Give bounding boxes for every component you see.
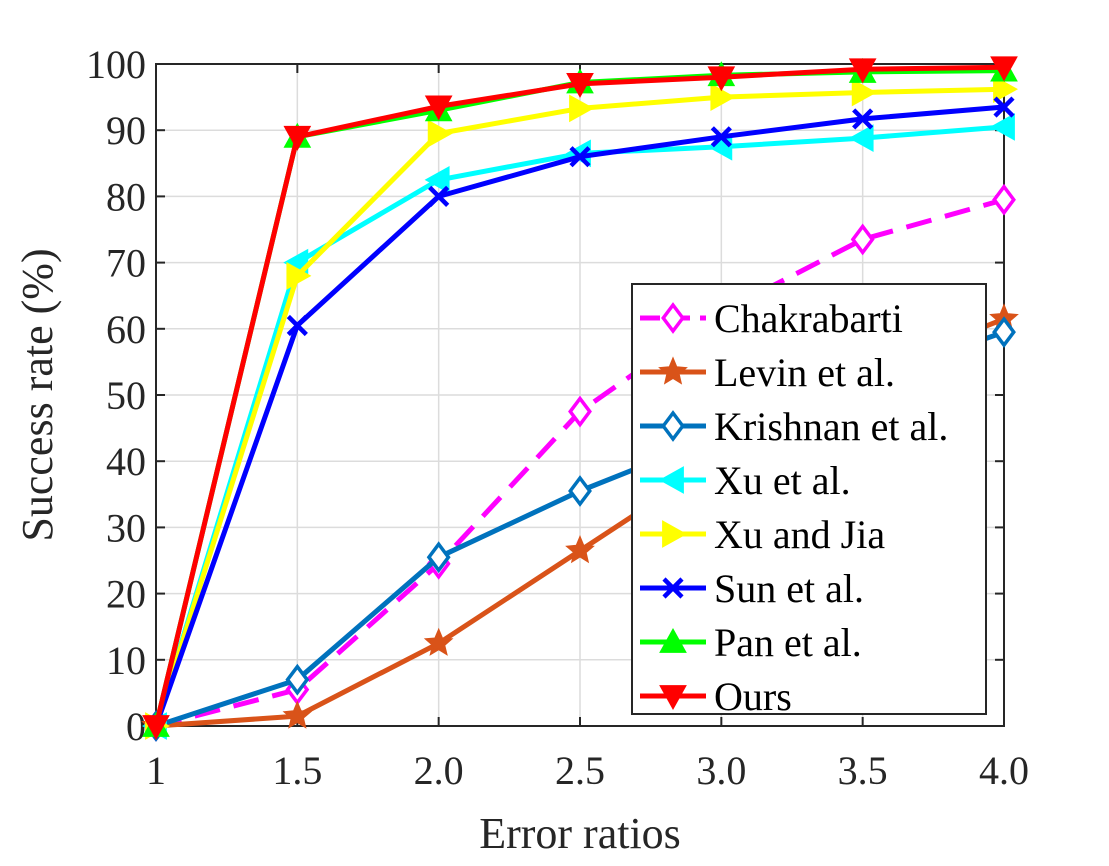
- data-point: [710, 83, 736, 111]
- x-axis-label: Error ratios: [479, 809, 681, 858]
- y-tick-label: 50: [106, 373, 146, 418]
- legend-item: Ours: [640, 674, 792, 719]
- y-axis-label: Success rate (%): [13, 248, 62, 541]
- x-tick-label: 1: [146, 748, 166, 793]
- legend-marker: [659, 627, 687, 653]
- data-point: [142, 715, 170, 741]
- legend-label: Pan et al.: [714, 620, 862, 665]
- legend-marker: [661, 410, 685, 442]
- data-point: [286, 314, 308, 337]
- legend-label: Krishnan et al.: [714, 404, 948, 449]
- legend-marker: [662, 520, 688, 548]
- legend-item: Sun et al.: [640, 566, 864, 611]
- legend-label: Chakrabarti: [714, 296, 903, 341]
- y-tick-label: 30: [106, 505, 146, 550]
- series-sun-et-al: [145, 96, 1015, 737]
- legend-marker: [658, 466, 684, 494]
- data-point: [427, 119, 453, 148]
- legend-marker: [659, 685, 687, 711]
- data-point: [990, 56, 1018, 82]
- data-point: [568, 475, 592, 507]
- data-point: [848, 58, 877, 84]
- legend-item: Krishnan et al.: [640, 404, 948, 449]
- y-tick-label: 40: [106, 439, 146, 484]
- data-point: [992, 316, 1016, 349]
- x-tick-label: 1.5: [272, 748, 322, 793]
- data-point: [993, 75, 1019, 104]
- y-tick-label: 60: [106, 307, 146, 352]
- x-tick-label: 3.5: [838, 748, 888, 793]
- data-point: [992, 183, 1016, 216]
- y-tick-label: 80: [106, 174, 146, 219]
- data-point: [569, 146, 591, 168]
- y-tick-label: 90: [106, 108, 146, 153]
- legend-marker: [661, 302, 685, 334]
- data-point: [282, 700, 313, 729]
- data-point: [850, 223, 875, 256]
- legend-item: Pan et al.: [640, 620, 862, 665]
- legend-marker: [662, 577, 684, 599]
- data-point: [852, 108, 874, 130]
- legend-label: Sun et al.: [714, 566, 864, 611]
- data-point: [424, 166, 450, 194]
- legend-marker: [658, 356, 688, 385]
- legend-item: Levin et al.: [640, 350, 895, 395]
- data-point: [993, 96, 1015, 118]
- data-point: [423, 627, 454, 656]
- data-point: [569, 94, 595, 123]
- x-tick-label: 2.5: [555, 748, 605, 793]
- legend-label: Levin et al.: [714, 350, 895, 395]
- legend-item: Xu and Jia: [640, 512, 885, 557]
- legend-label: Xu and Jia: [714, 512, 885, 557]
- x-tick-label: 3.0: [696, 748, 746, 793]
- data-point: [566, 72, 594, 98]
- data-point: [565, 534, 595, 564]
- data-point: [851, 78, 877, 107]
- data-point: [568, 395, 592, 428]
- x-tick-label: 4.0: [979, 748, 1029, 793]
- axis-ticks: 1 1.5 2.0 2.5 3.0 3.5 4.0 0 10 20 30 40 50 60 70 80 90 10…: [86, 42, 1029, 793]
- legend: Chakrabarti Levin et al. Krishnan et al. Xu…: [631, 283, 987, 719]
- data-point: [989, 113, 1015, 141]
- series-ours: [142, 56, 1018, 741]
- data-point: [286, 261, 312, 290]
- x-tick-label: 2.0: [414, 748, 464, 793]
- y-tick-label: 0: [126, 704, 146, 749]
- data-point: [710, 126, 732, 148]
- y-tick-label: 100: [86, 42, 146, 87]
- data-point: [283, 125, 312, 151]
- y-tick-label: 70: [106, 241, 146, 286]
- y-tick-label: 20: [106, 572, 146, 617]
- legend-label: Ours: [714, 674, 792, 719]
- legend-item: Xu et al.: [640, 458, 851, 503]
- data-point: [848, 124, 874, 152]
- data-point: [285, 663, 310, 696]
- data-point: [707, 66, 736, 92]
- y-tick-label: 10: [106, 638, 146, 683]
- data-point: [424, 95, 453, 121]
- data-point: [428, 185, 450, 207]
- legend-item: Chakrabarti: [640, 296, 903, 341]
- legend-label: Xu et al.: [714, 458, 851, 503]
- data-point: [426, 541, 451, 574]
